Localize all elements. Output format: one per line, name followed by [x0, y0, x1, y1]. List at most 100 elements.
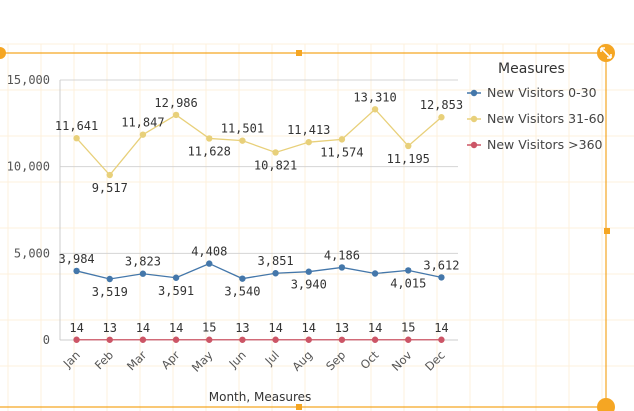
data-point[interactable]	[405, 336, 412, 343]
legend-item[interactable]: New Visitors 0-30	[467, 85, 597, 100]
data-label: 13,310	[353, 90, 396, 104]
data-point[interactable]	[305, 268, 312, 275]
resize-handle-top[interactable]	[296, 50, 302, 56]
data-point[interactable]	[438, 336, 445, 343]
data-point[interactable]	[305, 138, 312, 146]
data-point[interactable]	[338, 336, 346, 343]
y-tick-label: 10,000	[7, 160, 50, 174]
data-label: 13	[335, 321, 349, 335]
series-line	[76, 108, 442, 177]
resize-handle-bottom[interactable]	[296, 404, 302, 410]
series-1: 3,984 3,519 3,823 3,591 4,408 3,540 3,851 3,940…	[59, 245, 460, 299]
data-label: 11,501	[221, 122, 264, 136]
data-point[interactable]	[371, 106, 379, 113]
data-label: 3,612	[423, 258, 459, 272]
legend-swatch-dot	[470, 115, 478, 123]
data-point[interactable]	[239, 275, 246, 282]
data-point[interactable]	[73, 267, 80, 275]
y-tick-label: 0	[43, 333, 50, 347]
data-point[interactable]	[172, 274, 180, 281]
data-point[interactable]	[338, 136, 346, 143]
data-point[interactable]	[305, 336, 312, 343]
data-point[interactable]	[405, 142, 412, 150]
data-point[interactable]	[438, 114, 445, 121]
data-label: 15	[401, 321, 415, 335]
data-label: 11,574	[320, 145, 363, 159]
data-point[interactable]	[73, 135, 80, 142]
series-line	[76, 262, 442, 280]
data-label: 14	[268, 321, 282, 335]
series-2: 11,641 9,517 11,847 12,986 11,628 11,501 10,82…	[55, 90, 463, 195]
data-label: 14	[169, 321, 183, 335]
data-point[interactable]	[239, 336, 246, 343]
series-3: 14 13 14 14 15 13 14 14 13 14 15 14	[69, 321, 449, 343]
data-point[interactable]	[371, 336, 379, 343]
legend-title: Measures	[498, 61, 565, 77]
data-label: 12,853	[420, 98, 463, 112]
selection-frame[interactable]	[0, 44, 615, 411]
data-label: 10,821	[254, 158, 297, 172]
legend-label: New Visitors 0-30	[487, 85, 597, 100]
legend-item[interactable]: New Visitors 31-60	[467, 111, 605, 126]
data-point[interactable]	[106, 336, 113, 343]
data-label: 4,186	[324, 248, 360, 262]
x-tick-label: Mar	[124, 348, 149, 373]
data-label: 3,851	[258, 254, 294, 268]
data-point[interactable]	[239, 137, 246, 144]
legend: Measures New Visitors 0-30 New Visitors 3…	[467, 61, 605, 152]
x-tick-label: Apr	[158, 348, 182, 372]
x-tick-label: Jul	[262, 348, 282, 368]
data-label: 4,408	[191, 245, 227, 259]
data-point[interactable]	[371, 270, 379, 277]
data-point[interactable]	[73, 336, 80, 343]
data-point[interactable]	[139, 336, 147, 343]
data-label: 11,413	[287, 123, 330, 137]
data-point[interactable]	[106, 275, 113, 283]
data-label: 3,540	[224, 285, 260, 299]
data-point[interactable]	[272, 149, 279, 156]
resize-arrow-icon	[600, 47, 612, 59]
resize-handle-icon[interactable]	[597, 398, 615, 411]
x-tick-label: Dec	[422, 348, 448, 374]
data-label: 3,984	[59, 252, 95, 266]
data-label: 13	[103, 321, 117, 335]
x-tick-label: Jan	[60, 348, 83, 371]
data-label: 9,517	[92, 181, 128, 195]
legend-item[interactable]: New Visitors >360	[467, 137, 603, 152]
data-label: 14	[136, 321, 150, 335]
y-tick-label: 15,000	[7, 73, 50, 87]
data-point[interactable]	[172, 111, 180, 119]
x-tick-label: Feb	[92, 348, 116, 372]
data-label: 4,015	[390, 276, 426, 290]
background-grid	[0, 43, 634, 411]
data-point[interactable]	[206, 336, 213, 343]
data-point[interactable]	[438, 274, 445, 281]
data-point[interactable]	[338, 264, 346, 271]
plot-area: 0 5,000 10,000 15,000 Jan Feb Mar Apr May Jun Jul A…	[7, 73, 463, 375]
data-point[interactable]	[272, 336, 279, 343]
data-label: 14	[302, 321, 316, 335]
legend-swatch-dot	[470, 89, 478, 97]
data-point[interactable]	[272, 270, 279, 277]
x-tick-label: Sep	[323, 348, 348, 373]
x-tick-label: May	[189, 348, 216, 375]
data-label: 12,986	[154, 96, 197, 110]
resize-handle-right[interactable]	[604, 228, 610, 234]
legend-label: New Visitors >360	[487, 137, 603, 152]
data-point[interactable]	[405, 267, 412, 274]
x-axis-title: Month, Measures	[209, 390, 312, 404]
data-point[interactable]	[206, 260, 213, 267]
data-point[interactable]	[206, 135, 213, 142]
data-label: 14	[69, 321, 83, 335]
data-point[interactable]	[139, 270, 147, 277]
corner-handle-left[interactable]	[0, 47, 6, 59]
legend-label: New Visitors 31-60	[487, 111, 605, 126]
data-label: 13	[235, 321, 249, 335]
x-tick-label: Aug	[289, 348, 315, 374]
data-label: 3,823	[125, 255, 161, 269]
data-point[interactable]	[172, 336, 180, 343]
data-label: 3,940	[291, 278, 327, 292]
data-point[interactable]	[139, 131, 147, 138]
data-point[interactable]	[106, 171, 113, 179]
